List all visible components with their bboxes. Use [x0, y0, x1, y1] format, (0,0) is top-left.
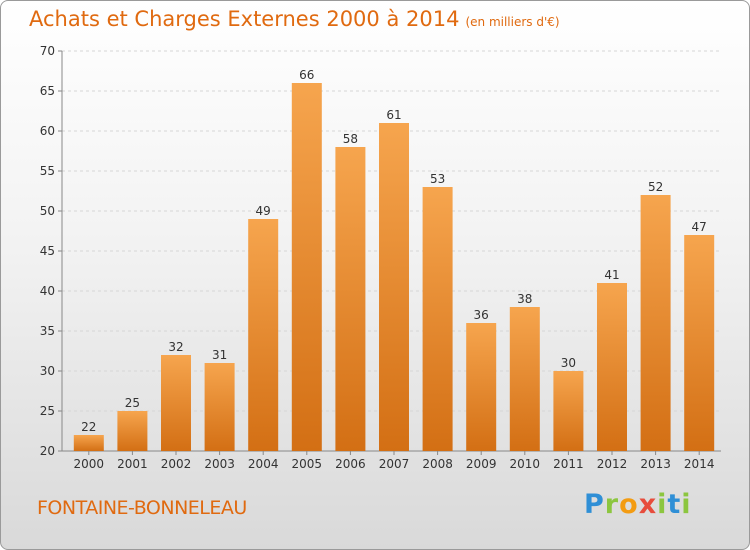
value-label-2008: 53	[430, 172, 445, 186]
value-label-2010: 38	[517, 292, 532, 306]
logo-letter: P	[584, 489, 605, 520]
bar-2011[interactable]	[553, 371, 584, 451]
bar-2009[interactable]	[466, 323, 497, 451]
value-label-2013: 52	[648, 180, 663, 194]
y-tick-label-20: 20	[40, 444, 55, 458]
y-tick-label-65: 65	[40, 84, 55, 98]
x-tick-label-2006: 2006	[335, 457, 366, 471]
x-tick-label-2010: 2010	[510, 457, 541, 471]
logo-letter: o	[619, 489, 639, 520]
logo-letter: i	[681, 489, 692, 520]
x-tick-label-2003: 2003	[204, 457, 235, 471]
logo-letter: t	[667, 489, 682, 520]
bar-2003[interactable]	[204, 363, 235, 451]
bar-2010[interactable]	[509, 307, 540, 451]
y-tick-label-30: 30	[40, 364, 55, 378]
commune-name: FONTAINE-BONNELEAU	[37, 497, 247, 519]
x-tick-label-2013: 2013	[640, 457, 671, 471]
y-tick-label-45: 45	[40, 244, 55, 258]
x-tick-label-2004: 2004	[248, 457, 279, 471]
x-tick-label-2008: 2008	[422, 457, 453, 471]
y-tick-label-35: 35	[40, 324, 55, 338]
value-label-2009: 36	[474, 308, 489, 322]
value-label-2000: 22	[81, 420, 96, 434]
x-tick-label-2005: 2005	[292, 457, 323, 471]
bar-2004[interactable]	[248, 219, 279, 451]
y-tick-label-25: 25	[40, 404, 55, 418]
bars	[73, 83, 715, 451]
logo-letter: i	[657, 489, 668, 520]
y-tick-label-50: 50	[40, 204, 55, 218]
y-tick-label-55: 55	[40, 164, 55, 178]
chart-title: Achats et Charges Externes 2000 à 2014 (e…	[29, 7, 560, 31]
value-label-2011: 30	[561, 356, 576, 370]
bar-2001[interactable]	[117, 411, 148, 451]
value-label-2005: 66	[299, 68, 314, 82]
value-label-2001: 25	[125, 396, 140, 410]
bar-2012[interactable]	[597, 283, 627, 451]
bar-2000[interactable]	[73, 435, 104, 451]
bar-2006[interactable]	[335, 147, 366, 451]
value-label-2003: 31	[212, 348, 227, 362]
value-label-2014: 47	[692, 220, 707, 234]
x-tick-label-2001: 2001	[117, 457, 148, 471]
chart-title-text: Achats et Charges Externes 2000 à 2014	[29, 7, 460, 31]
chart-subtitle: (en milliers d'€)	[465, 15, 560, 29]
bar-2014[interactable]	[684, 235, 715, 451]
value-label-2004: 49	[256, 204, 271, 218]
value-label-2012: 41	[604, 268, 619, 282]
x-tick-label-2007: 2007	[379, 457, 410, 471]
logo-letter: r	[604, 489, 620, 520]
value-label-2006: 58	[343, 132, 358, 146]
labels: 20 25 30 35 40 45 50 55 60 65 70 22 2000 25 2001 32 2002…	[40, 44, 715, 471]
x-tick-label-2000: 2000	[74, 457, 105, 471]
x-tick-label-2002: 2002	[161, 457, 192, 471]
x-tick-label-2009: 2009	[466, 457, 497, 471]
x-tick-label-2012: 2012	[597, 457, 628, 471]
proxiti-logo[interactable]: Proxiti	[584, 489, 692, 520]
x-tick-label-2011: 2011	[553, 457, 584, 471]
y-tick-label-60: 60	[40, 124, 55, 138]
bar-2002[interactable]	[161, 355, 191, 451]
y-tick-label-40: 40	[40, 284, 55, 298]
x-tick-label-2014: 2014	[684, 457, 715, 471]
bar-2005[interactable]	[291, 83, 322, 451]
value-label-2002: 32	[168, 340, 183, 354]
bar-2008[interactable]	[422, 187, 453, 451]
logo-letter: x	[638, 489, 658, 520]
y-tick-label-70: 70	[40, 44, 55, 58]
value-label-2007: 61	[386, 108, 401, 122]
bar-2013[interactable]	[640, 195, 671, 451]
bar-2007[interactable]	[379, 123, 409, 451]
